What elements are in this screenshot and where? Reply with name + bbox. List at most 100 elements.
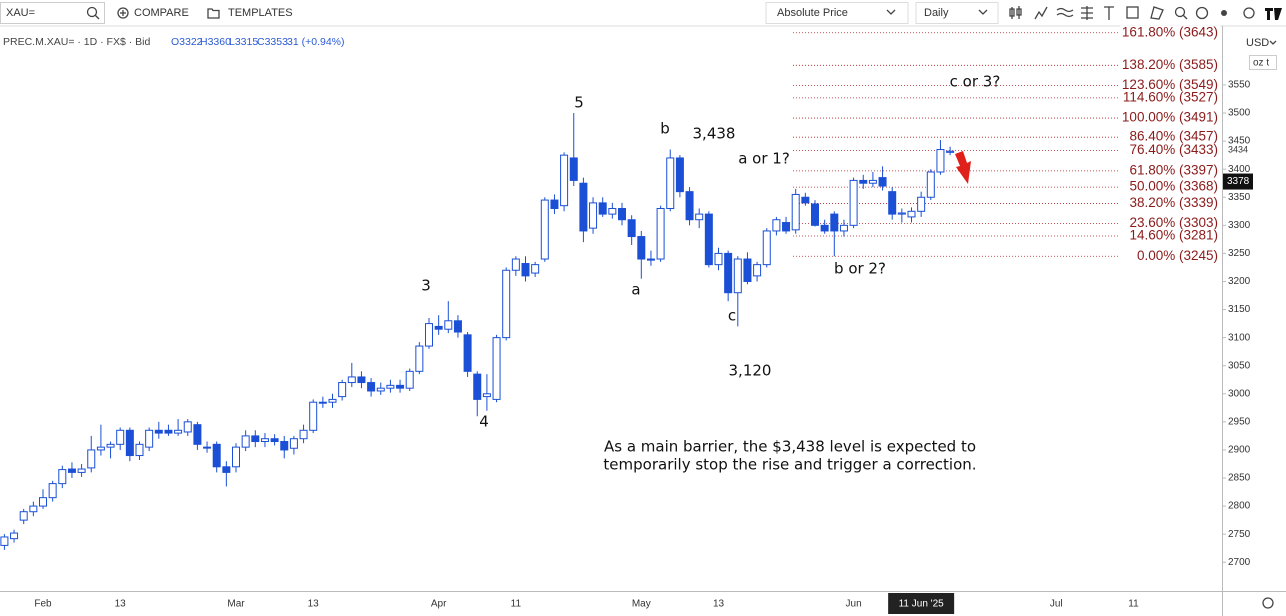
candle-body-down bbox=[637, 236, 646, 260]
fib-label: 123.60% (3549) bbox=[1122, 77, 1218, 92]
studies-icon[interactable] bbox=[1056, 7, 1074, 18]
y-tick-label: 3350 bbox=[1228, 192, 1251, 203]
logo bbox=[1265, 8, 1282, 20]
candle-body-up bbox=[174, 429, 183, 434]
fib-label-bg bbox=[1120, 58, 1220, 73]
candle-body-up bbox=[309, 401, 318, 431]
interval[interactable]: Daily bbox=[924, 7, 949, 19]
candle-body-down bbox=[704, 213, 713, 266]
y-tick-label: 3200 bbox=[1228, 276, 1251, 287]
candle-body-down bbox=[280, 441, 289, 451]
x-tick-label: Apr bbox=[431, 599, 447, 610]
commentary: temporarily stop the rise and trigger a … bbox=[603, 456, 976, 474]
candle-body-up bbox=[289, 438, 298, 449]
candles-icon[interactable] bbox=[1009, 6, 1022, 19]
fib-label-bg bbox=[1120, 163, 1220, 178]
candle-body-down bbox=[830, 213, 839, 232]
settings-icon[interactable] bbox=[1243, 7, 1255, 19]
fib-label-bg bbox=[1120, 143, 1220, 158]
x-tick-label: 11 bbox=[1128, 599, 1139, 610]
dropdown-chevron bbox=[978, 9, 988, 15]
current-price-box bbox=[1223, 173, 1253, 190]
x-tick-label: 13 bbox=[713, 599, 725, 610]
candle-body-down bbox=[154, 429, 163, 434]
candle-body-down bbox=[878, 177, 887, 187]
price-callout: 3,120 bbox=[729, 362, 772, 380]
fib-label-bg bbox=[1120, 249, 1220, 264]
legend-open: O3322 bbox=[171, 36, 203, 48]
candle-body-down bbox=[724, 252, 733, 294]
candle-body-up bbox=[425, 323, 433, 347]
high-marker-bg bbox=[1224, 144, 1254, 157]
candle-body-up bbox=[19, 511, 28, 521]
candle-body-up bbox=[917, 196, 926, 212]
candle-body-up bbox=[608, 207, 617, 215]
candle-body-down bbox=[598, 202, 607, 215]
draw-icon[interactable] bbox=[1150, 6, 1164, 20]
candle-body-up bbox=[560, 154, 569, 207]
compare-button[interactable]: COMPARE bbox=[134, 7, 189, 19]
candle-body-up bbox=[77, 468, 86, 473]
interval-dropdown[interactable] bbox=[915, 2, 999, 24]
fib-label-bg bbox=[1120, 229, 1220, 244]
candle-body-up bbox=[482, 393, 491, 398]
zoom-icon[interactable] bbox=[1174, 6, 1186, 18]
candle-body-down bbox=[251, 435, 260, 443]
x-tick-label: 11 Jun '25 bbox=[899, 599, 945, 610]
price-mode[interactable]: Absolute Price bbox=[777, 7, 848, 19]
marker-icon[interactable] bbox=[1221, 10, 1227, 16]
candle-body-down bbox=[801, 196, 810, 204]
search-icon bbox=[86, 6, 98, 18]
date-highlight bbox=[888, 593, 955, 614]
candle-body-down bbox=[521, 263, 530, 277]
legend-close: C3353 bbox=[257, 36, 288, 48]
fib-label: 38.20% (3339) bbox=[1129, 195, 1218, 210]
wave-label: a bbox=[631, 281, 640, 299]
fib-label: 86.40% (3457) bbox=[1129, 129, 1218, 144]
wave-label: 5 bbox=[574, 94, 584, 112]
labels: 2700 2750 2800 2850 2900 2950 3000 3050 3100 3150… bbox=[34, 24, 1254, 614]
legend-high: H3360 bbox=[200, 36, 231, 48]
candle-body-up bbox=[318, 401, 327, 404]
y-tick-label: 3300 bbox=[1228, 220, 1251, 231]
fib-label-bg bbox=[1120, 111, 1220, 126]
fib-icon[interactable] bbox=[1081, 6, 1093, 20]
price-callout: 3,438 bbox=[693, 125, 736, 143]
x-tick-label: 13 bbox=[308, 599, 320, 610]
shape-icon[interactable] bbox=[1126, 6, 1139, 19]
axis-settings-icon[interactable] bbox=[1262, 597, 1274, 609]
cursor-icon[interactable] bbox=[1195, 6, 1209, 20]
candle-body-up bbox=[762, 230, 771, 266]
unit-box[interactable] bbox=[1249, 55, 1277, 70]
candle-body-up bbox=[714, 252, 723, 266]
candle-body-up bbox=[772, 219, 781, 232]
candle-body-up bbox=[135, 443, 144, 457]
y-tick-label: 3550 bbox=[1228, 80, 1251, 91]
candle-body-up bbox=[39, 497, 47, 507]
candle-body-down bbox=[164, 429, 173, 434]
currency-selector[interactable]: USD bbox=[1246, 37, 1269, 49]
unit-selector[interactable]: oz t bbox=[1253, 58, 1269, 69]
templates-icon bbox=[207, 8, 220, 19]
price-mode-dropdown[interactable] bbox=[765, 2, 909, 24]
candle-body-down bbox=[463, 334, 472, 372]
templates-button[interactable]: TEMPLATES bbox=[228, 7, 293, 19]
candle-body-up bbox=[868, 179, 877, 184]
commentary: As a main barrier, the $3,438 level is e… bbox=[604, 438, 976, 456]
symbol-input[interactable]: XAU= bbox=[6, 7, 35, 19]
candle-body-down bbox=[212, 443, 221, 468]
line-icon[interactable] bbox=[1034, 6, 1048, 20]
text-icon[interactable] bbox=[1104, 6, 1114, 20]
compare-icon bbox=[117, 7, 129, 19]
candle-body-down bbox=[888, 191, 897, 215]
symbol-search[interactable] bbox=[0, 2, 105, 24]
y-tick-label: 3150 bbox=[1228, 304, 1251, 315]
candle-body-up bbox=[10, 532, 19, 540]
dropdown-chevron bbox=[886, 9, 896, 15]
fib-label-bg bbox=[1120, 78, 1220, 93]
y-tick-label: 2850 bbox=[1228, 473, 1251, 484]
candle-body-down bbox=[357, 376, 366, 384]
candle-body-down bbox=[125, 429, 134, 457]
